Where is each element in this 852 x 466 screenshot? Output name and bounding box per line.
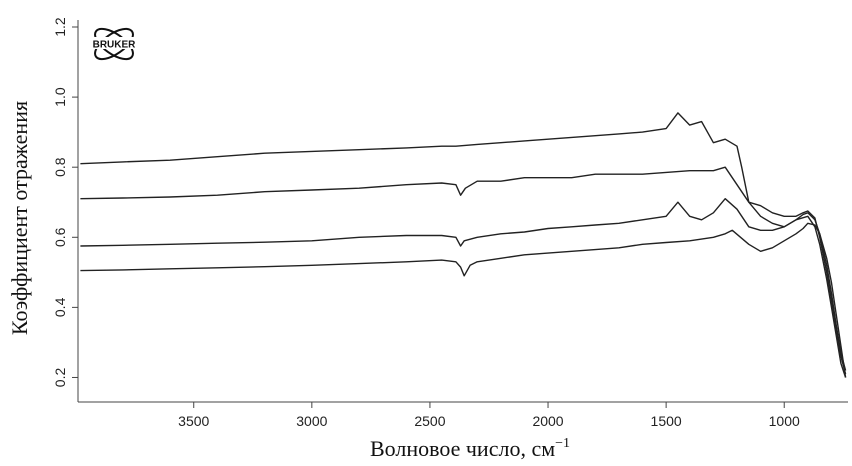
x-tick-label: 1000 — [769, 413, 800, 429]
y-tick-label: 0.8 — [52, 157, 68, 177]
y-tick-label: 1.0 — [52, 87, 68, 107]
y-axis-ticks: 0.2 0.4 0.6 0.8 1.0 1.2 — [52, 17, 78, 387]
x-tick-label: 2000 — [532, 413, 563, 429]
x-tick-label: 1500 — [651, 413, 682, 429]
y-tick-label: 1.2 — [52, 17, 68, 37]
spectrum-line-3 — [80, 198, 847, 371]
spectrum-line-4 — [80, 222, 847, 378]
spectrum-line-1 — [80, 112, 847, 378]
plot-area: 3500 3000 2500 2000 1500 1000 0.2 0.4 0.6 0.8 1.0… — [52, 17, 848, 429]
y-axis-title: Коэффициент отражения — [7, 101, 32, 335]
x-tick-label: 2500 — [414, 413, 445, 429]
x-tick-label: 3500 — [178, 413, 209, 429]
spectra-series — [80, 112, 847, 378]
x-axis-title-main: Волновое число, см — [370, 436, 555, 461]
y-tick-label: 0.4 — [52, 297, 68, 317]
x-tick-label: 3000 — [296, 413, 327, 429]
bruker-logo: BRUKER — [89, 27, 139, 61]
x-axis-ticks: 3500 3000 2500 2000 1500 1000 — [178, 402, 800, 429]
spectrum-line-2 — [80, 166, 847, 375]
x-axis-title: Волновое число, см−1 — [370, 436, 570, 461]
x-axis-title-sup: −1 — [555, 436, 570, 451]
logo-orbit-2 — [94, 27, 134, 61]
logo-text: BRUKER — [93, 40, 137, 51]
logo-text-bg — [89, 37, 139, 49]
y-tick-label: 0.2 — [52, 368, 68, 388]
y-tick-label: 0.6 — [52, 227, 68, 247]
